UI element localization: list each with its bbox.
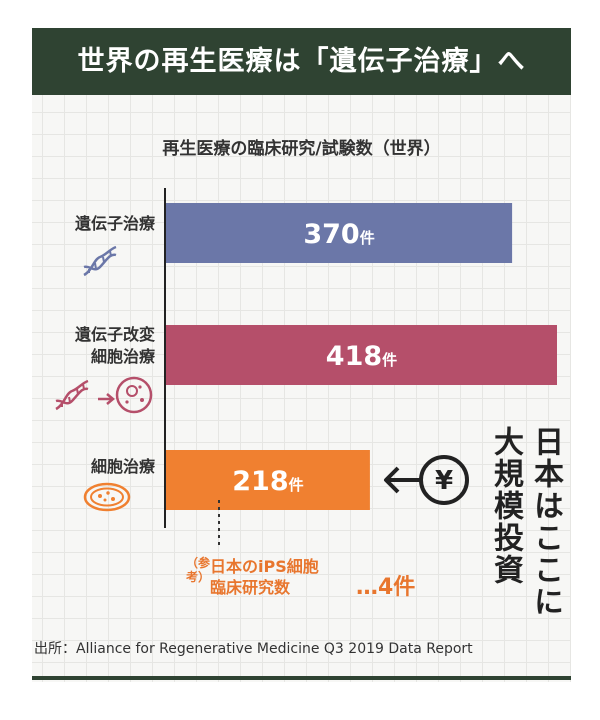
category-label-gene-therapy: 遺伝子治療 (74, 214, 155, 233)
petri-dish-icon (83, 482, 131, 512)
page-title: 世界の再生医療は「遺伝子治療」へ (77, 46, 526, 77)
chart-title: 再生医療の臨床研究/試験数（世界） (162, 139, 441, 159)
bar-value-label-2: 418件 (326, 341, 397, 372)
yen-investment-arrow: ¥ (384, 455, 469, 505)
dna-icon (83, 245, 117, 277)
svg-text:¥: ¥ (435, 466, 453, 496)
bar-2 (166, 325, 557, 385)
bar-3 (166, 450, 370, 510)
note-label: 日本のiPS細胞 臨床研究数 (210, 557, 319, 597)
bottom-rule (32, 676, 571, 680)
note-reference-marker: （参考） (186, 556, 211, 584)
bar-1 (166, 203, 513, 263)
bar-value-label-3: 218件 (232, 466, 303, 497)
investment-callout: 日本はここに 大規模投資 (488, 426, 563, 618)
note-value: …4件 (356, 575, 416, 600)
category-label-cell-therapy: 細胞治療 (90, 457, 155, 476)
bar-value-label-1: 370件 (303, 219, 374, 250)
yen-coin-icon: ¥ (419, 455, 469, 505)
dna-to-cell-icon (55, 376, 153, 414)
source-note: 出所：Alliance for Regenerative Medicine Q3… (34, 641, 473, 657)
bar-chart: 370件 418件 218件 (164, 188, 557, 548)
category-label-gene-modified-cell-therapy: 遺伝子改変 細胞治療 (74, 325, 155, 366)
infographic-card: 世界の再生医療は「遺伝子治療」へ 再生医療の臨床研究/試験数（世界） 370件 4… (32, 28, 571, 682)
header-band (32, 28, 571, 95)
